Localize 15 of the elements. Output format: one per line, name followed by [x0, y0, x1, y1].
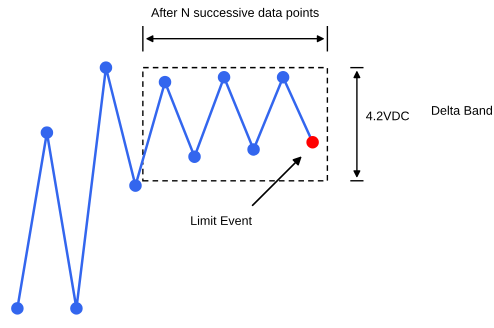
- point: [247, 143, 260, 156]
- annotation: Limit Event: [191, 216, 252, 226]
- point: [218, 71, 230, 84]
- point: [188, 150, 201, 163]
- point: [306, 136, 319, 149]
- point: [11, 302, 24, 315]
- point: [100, 61, 112, 74]
- point: [158, 76, 172, 88]
- text: 4.2VDC: [366, 111, 410, 120]
- text: Delta Band: [432, 106, 492, 115]
- point: [276, 71, 290, 84]
- point: [129, 179, 142, 192]
- point: [70, 302, 83, 315]
- text: After N successive data points: [151, 8, 319, 20]
- point: [40, 126, 54, 139]
